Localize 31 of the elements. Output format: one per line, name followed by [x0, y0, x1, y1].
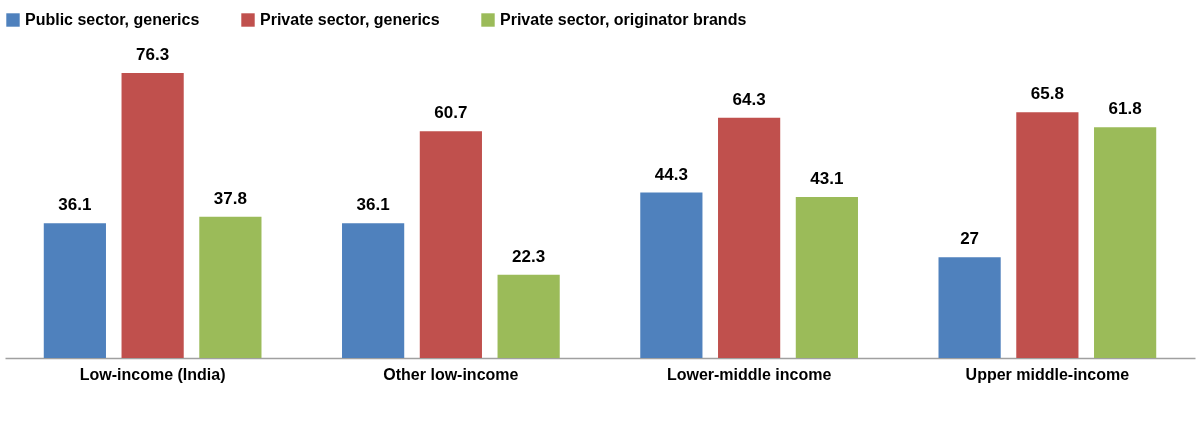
data-label: 65.8	[1030, 84, 1064, 104]
data-label: 44.3	[654, 164, 688, 184]
legend-label: Private sector, generics	[260, 11, 440, 28]
data-label: 60.7	[434, 103, 468, 123]
bar	[1016, 112, 1079, 358]
bar	[121, 73, 184, 358]
x-tick-label: Lower-middle income	[666, 365, 832, 383]
legend-label: Private sector, originator brands	[500, 11, 747, 28]
bar	[342, 223, 405, 358]
data-label: 36.1	[58, 195, 92, 215]
bar	[497, 274, 560, 358]
data-label: 64.3	[732, 89, 766, 109]
data-label: 76.3	[136, 45, 170, 64]
bar	[640, 192, 703, 358]
x-tick-label: Upper middle-income	[965, 365, 1130, 383]
data-label: 61.8	[1108, 99, 1142, 119]
data-label: 27	[960, 229, 980, 249]
bar	[43, 223, 106, 358]
x-tick-label: Other low-income	[383, 365, 519, 383]
x-tick-label: Low-income (India)	[79, 365, 226, 383]
bar	[938, 257, 1001, 358]
bar	[1094, 127, 1157, 358]
data-label: 37.8	[213, 188, 247, 208]
data-label: 36.1	[356, 195, 390, 215]
bar	[199, 216, 262, 358]
bar	[419, 131, 482, 358]
legend-label: Public sector, generics	[25, 11, 200, 28]
bar	[718, 117, 781, 358]
data-label: 22.3	[512, 246, 546, 266]
data-label: 43.1	[810, 169, 844, 189]
bar	[795, 197, 858, 358]
